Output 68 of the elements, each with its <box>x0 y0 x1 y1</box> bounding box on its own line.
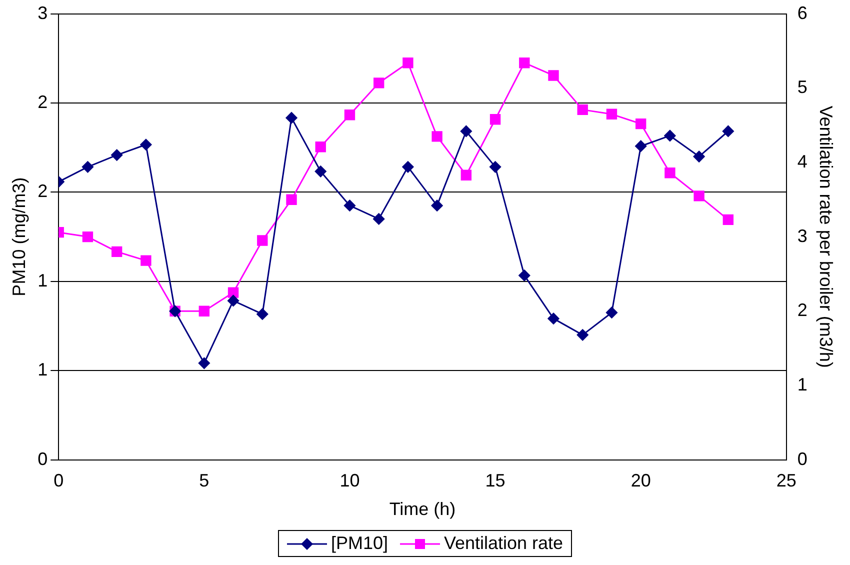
y2-axis-title: Ventilation rate per broiler (m3/h) <box>816 106 836 368</box>
y-tick-label: 3 <box>38 2 48 23</box>
point <box>518 270 530 282</box>
y2-tick-label: 5 <box>797 77 808 98</box>
point <box>432 131 442 142</box>
point <box>286 194 297 205</box>
y2-tick-label: 1 <box>797 374 808 394</box>
point <box>431 200 443 212</box>
y-axis-title: PM10 (mg/m3) <box>8 177 29 296</box>
point <box>519 58 530 68</box>
point <box>228 294 240 306</box>
point <box>228 287 239 298</box>
point <box>722 125 734 137</box>
point <box>111 149 123 161</box>
point <box>344 110 356 120</box>
point <box>140 138 152 150</box>
point <box>82 231 94 242</box>
point <box>111 246 122 258</box>
point <box>373 78 384 88</box>
point <box>140 255 152 266</box>
point <box>402 161 414 173</box>
point <box>576 329 588 341</box>
x-tick-label: 20 <box>630 470 651 491</box>
point <box>344 200 356 212</box>
point <box>577 104 588 116</box>
point <box>548 312 560 324</box>
x-axis-title: Time (h) <box>389 499 456 520</box>
y2-tick-label: 2 <box>797 300 808 320</box>
point <box>490 114 501 125</box>
point <box>694 190 704 202</box>
point <box>664 168 676 178</box>
point <box>460 125 472 137</box>
point <box>548 70 559 81</box>
y-tick-label: 0 <box>38 448 48 469</box>
point <box>257 235 268 246</box>
x-tick-label: 10 <box>340 470 360 491</box>
x-tick-label: 25 <box>776 470 796 491</box>
y2-tick-label: 4 <box>797 151 808 172</box>
legend-label: Ventilation rate <box>444 533 564 554</box>
point <box>402 58 414 68</box>
point <box>606 108 618 120</box>
point <box>664 130 676 142</box>
x-tick-label: 15 <box>485 470 506 491</box>
y-tick-label: 2 <box>38 181 48 202</box>
y2-tick-label: 6 <box>797 2 808 23</box>
point <box>635 118 646 130</box>
point <box>315 142 326 152</box>
point <box>606 306 618 318</box>
y2-tick-label: 0 <box>797 448 808 469</box>
point <box>198 306 210 316</box>
point <box>722 214 734 226</box>
point <box>314 166 326 178</box>
point <box>286 112 298 124</box>
point <box>460 170 472 180</box>
y2-tick-label: 3 <box>797 226 808 246</box>
legend-label: [PM10] <box>330 533 388 554</box>
point <box>635 140 647 152</box>
point <box>256 308 268 320</box>
y-tick-label: 1 <box>38 270 48 290</box>
y-tick-label: 2 <box>38 92 48 112</box>
y-tick-label: 1 <box>38 360 48 380</box>
point <box>373 213 385 225</box>
x-tick-label: 0 <box>54 470 64 491</box>
point <box>82 161 94 173</box>
point <box>693 150 705 162</box>
point <box>198 357 210 369</box>
x-tick-label: 5 <box>199 470 210 491</box>
point <box>490 161 502 173</box>
